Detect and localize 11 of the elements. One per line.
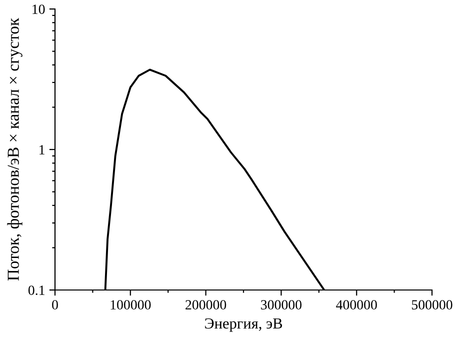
y-tick-label: 0.1 (28, 286, 44, 296)
x-tick-label: 500000 (412, 300, 452, 310)
y-tick-label: 10 (32, 4, 45, 14)
x-tick-label: 300000 (261, 300, 302, 310)
x-tick-label: 100000 (110, 300, 151, 310)
x-axis-title: Энергия, эВ (205, 318, 282, 332)
y-tick-label: 1 (40, 145, 44, 154)
x-tick-label: 400000 (336, 300, 377, 310)
x-tick-label: 200000 (186, 300, 226, 310)
x-tick-label: 0 (52, 300, 58, 310)
y-axis-title: Поток, фотонов/эВ × канал × сгусток (7, 18, 22, 281)
